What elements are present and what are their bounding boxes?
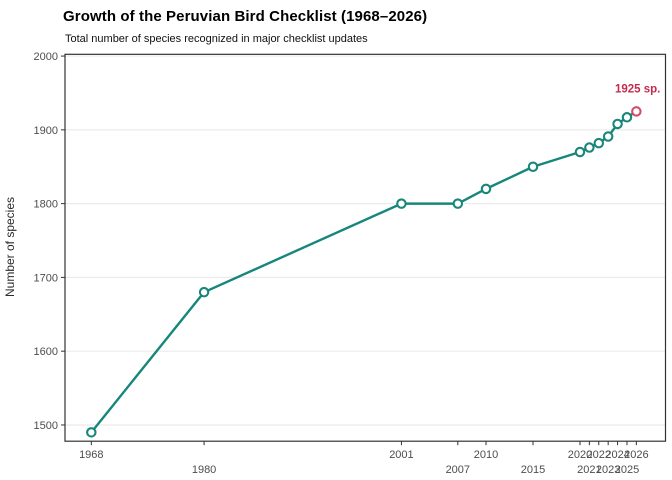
x-tick-label: 2020 [568,449,592,461]
y-tick-label: 1800 [34,199,58,211]
x-tick-label: 2001 [389,449,413,461]
x-tick-label: 2010 [474,449,498,461]
data-point-2021 [584,142,595,153]
chart-title: Growth of the Peruvian Bird Checklist (1… [63,8,428,25]
x-tick-label: 2007 [446,464,470,476]
y-tick-label: 1900 [34,125,58,137]
data-point-2020 [574,146,586,158]
x-tick-label: 2025 [615,464,639,476]
data-point-2007 [452,198,464,209]
data-point-2001 [396,198,407,209]
highlight-point-2026 [631,106,642,117]
annotation-final-count: 1925 sp. [615,83,660,95]
y-tick-label: 1500 [34,420,58,432]
data-point-1980 [198,286,210,298]
data-point-2015 [527,161,539,172]
panel-border [64,53,667,442]
x-tick-label: 1968 [79,449,103,461]
x-tick-label: 2021 [577,464,601,476]
x-tick-label: 2015 [521,464,545,476]
series-line [90,110,638,434]
x-tick-label: 2023 [596,464,620,476]
data-point-2025 [621,112,633,123]
data-point-2024 [612,118,623,130]
x-tick-label: 2022 [587,449,611,461]
data-point-2022 [593,137,605,149]
y-tick-label: 1600 [34,346,58,358]
data-point-2010 [480,183,492,195]
x-tick-label: 2024 [605,449,629,461]
x-tick-label: 1980 [192,464,216,476]
y-axis-title: Number of species [3,197,17,297]
y-tick-label: 2000 [34,51,58,63]
data-point-1968 [86,427,97,438]
x-tick-label: 2026 [624,449,648,461]
chart-subtitle: Total number of species recognized in ma… [65,33,368,45]
data-point-2023 [602,131,614,142]
y-tick-label: 1700 [34,272,58,284]
